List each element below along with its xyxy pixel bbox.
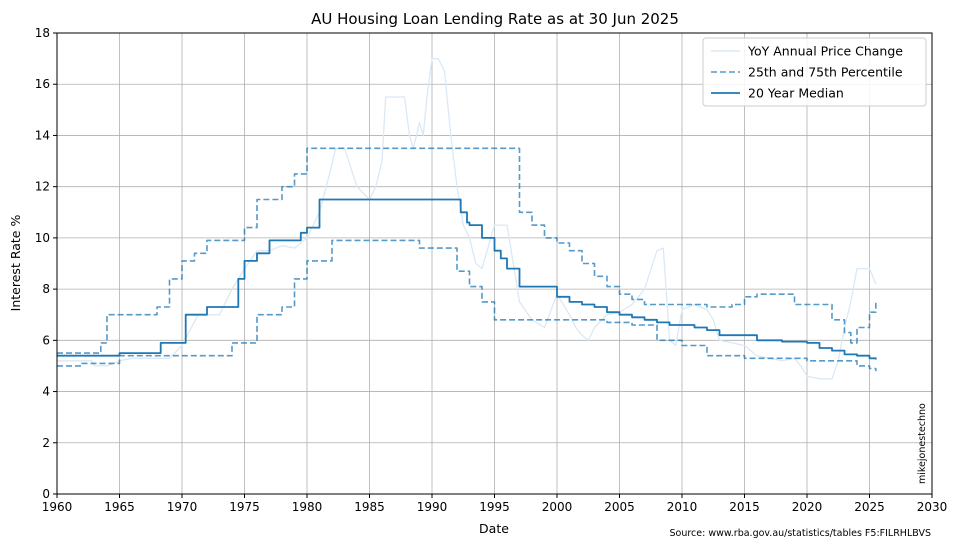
x-tick-label: 1980 (292, 500, 323, 514)
y-tick-label: 2 (42, 436, 50, 450)
series-line-2 (57, 239, 877, 372)
x-tick-label: 1990 (417, 500, 448, 514)
legend-label-median: 20 Year Median (748, 86, 844, 101)
x-tick-label: 1970 (167, 500, 198, 514)
x-tick-label: 1965 (104, 500, 135, 514)
x-tick-label: 2005 (604, 500, 635, 514)
x-tick-label: 1960 (42, 500, 73, 514)
x-tick-label: 1985 (354, 500, 385, 514)
series-line-3 (57, 198, 877, 360)
legend: YoY Annual Price Change 25th and 75th Pe… (702, 37, 927, 107)
legend-label-yoy: YoY Annual Price Change (747, 44, 903, 59)
watermark: mikejonestechno (917, 403, 928, 484)
series-line-1 (57, 147, 877, 354)
x-tick-label: 2020 (792, 500, 823, 514)
y-axis: 0 2 4 6 8 10 12 14 16 18 (35, 26, 57, 501)
x-tick-label: 2000 (542, 500, 573, 514)
x-tick-label: 1975 (229, 500, 260, 514)
y-tick-label: 12 (35, 180, 50, 194)
y-tick-label: 6 (42, 333, 50, 347)
y-tick-label: 10 (35, 231, 50, 245)
y-tick-label: 8 (42, 282, 50, 296)
y-tick-label: 14 (35, 128, 50, 142)
y-tick-label: 4 (42, 385, 50, 399)
series-group (57, 57, 877, 380)
x-axis: 1960 1965 1970 1975 1980 1985 1990 1995 2000 2005… (42, 494, 948, 514)
legend-box (702, 37, 927, 107)
y-axis-title: Interest Rate % (8, 215, 23, 312)
x-tick-label: 2015 (729, 500, 760, 514)
y-tick-label: 0 (42, 487, 50, 501)
x-axis-title: Date (479, 521, 509, 536)
x-tick-label: 2025 (854, 500, 885, 514)
x-tick-label: 1995 (479, 500, 510, 514)
x-tick-label: 2030 (917, 500, 948, 514)
series-line-0 (57, 57, 877, 380)
y-tick-label: 18 (35, 26, 50, 40)
x-tick-label: 2010 (667, 500, 698, 514)
chart-title: AU Housing Loan Lending Rate as at 30 Ju… (311, 10, 679, 28)
source-note: Source: www.rba.gov.au/statistics/tables… (669, 528, 931, 539)
legend-label-percentile: 25th and 75th Percentile (748, 65, 903, 80)
y-tick-label: 16 (35, 77, 50, 91)
